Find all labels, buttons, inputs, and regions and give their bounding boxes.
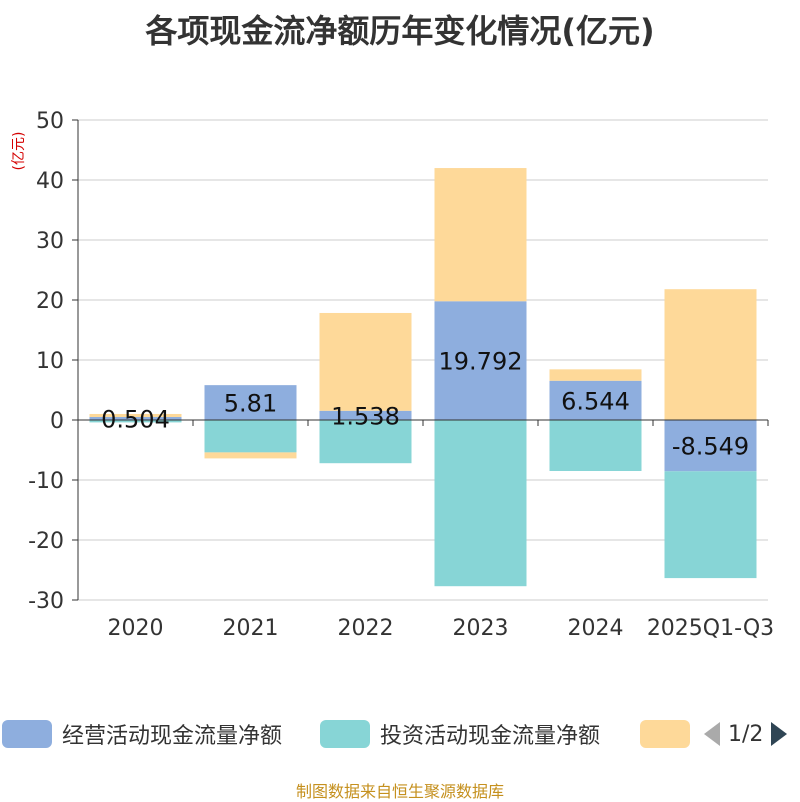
next-page-icon[interactable] [769, 720, 789, 748]
bar-investing-2020 [89, 420, 182, 423]
y-tick-label: 20 [36, 289, 64, 314]
data-source-note: 制图数据来自恒生聚源数据库 [295, 782, 504, 801]
bar-financing-2023 [434, 168, 527, 302]
chart-title: 各项现金流净额历年变化情况(亿元) [145, 12, 655, 50]
x-tick-label: 2024 [568, 616, 624, 641]
bar-operating-2020 [89, 416, 182, 420]
bar-investing-2025Q1-Q3 [664, 471, 757, 579]
data-label-operating: 19.792 [439, 348, 523, 376]
bar-financing-2025Q1-Q3 [664, 289, 757, 420]
y-axis-unit-text: (亿元) [11, 132, 27, 171]
x-tick-label: 2020 [108, 616, 164, 641]
legend-item-operating[interactable]: 经营活动现金流量净额 [2, 718, 282, 750]
y-tick-label: 30 [36, 229, 64, 254]
bar-operating-2022 [319, 410, 412, 420]
y-tick-label: 50 [36, 109, 64, 134]
legend-pager: 1/2 [702, 718, 789, 750]
bar-operating-2025Q1-Q3 [664, 420, 757, 472]
bar-investing-2024 [549, 420, 642, 471]
legend-label-operating: 经营活动现金流量净额 [62, 724, 283, 749]
prev-page-icon[interactable] [702, 720, 722, 748]
y-tick-label: -30 [28, 589, 64, 614]
y-tick-label: 0 [50, 409, 64, 434]
data-label-operating: 5.81 [224, 390, 277, 418]
y-tick-label: -10 [28, 469, 64, 494]
y-axis-unit-label: (亿元) [11, 132, 27, 171]
bar-operating-2023 [434, 301, 527, 420]
y-tick-label: 40 [36, 169, 64, 194]
data-label-operating: 6.544 [561, 387, 630, 415]
bar-investing-2021 [204, 420, 297, 453]
legend-swatch-operating [2, 720, 52, 748]
bar-financing-2021 [204, 452, 297, 459]
y-tick-label: 10 [36, 349, 64, 374]
x-tick-label: 2023 [453, 616, 509, 641]
legend-swatch-investing [320, 720, 370, 748]
bar-investing-2023 [434, 420, 527, 587]
bar-financing-2022 [319, 312, 412, 411]
chart-area: 50 40 30 20 10 0 -10 -20 -30 2020 2021 2022 2023 2024… [28, 109, 774, 641]
x-tick-label: 2025Q1-Q3 [647, 616, 774, 641]
legend-page-indicator: 1/2 [728, 721, 764, 747]
legend-swatch-financing [640, 720, 690, 748]
bar-operating-2021 [204, 385, 297, 420]
bar-operating-2024 [549, 380, 642, 420]
data-label-operating: 1.538 [331, 402, 400, 430]
data-label-operating: -8.549 [672, 433, 749, 461]
bar-financing-2024 [549, 369, 642, 381]
legend-item-financing[interactable] [640, 718, 690, 750]
bar-financing-2020 [89, 413, 182, 417]
y-tick-label: -20 [28, 529, 64, 554]
x-tick-label: 2021 [223, 616, 279, 641]
legend-label-investing: 投资活动现金流量净额 [380, 724, 601, 749]
bar-investing-2022 [319, 420, 412, 464]
data-label-operating: 0.504 [101, 405, 170, 433]
x-tick-label: 2022 [338, 616, 394, 641]
legend-item-investing[interactable]: 投资活动现金流量净额 [320, 718, 600, 750]
